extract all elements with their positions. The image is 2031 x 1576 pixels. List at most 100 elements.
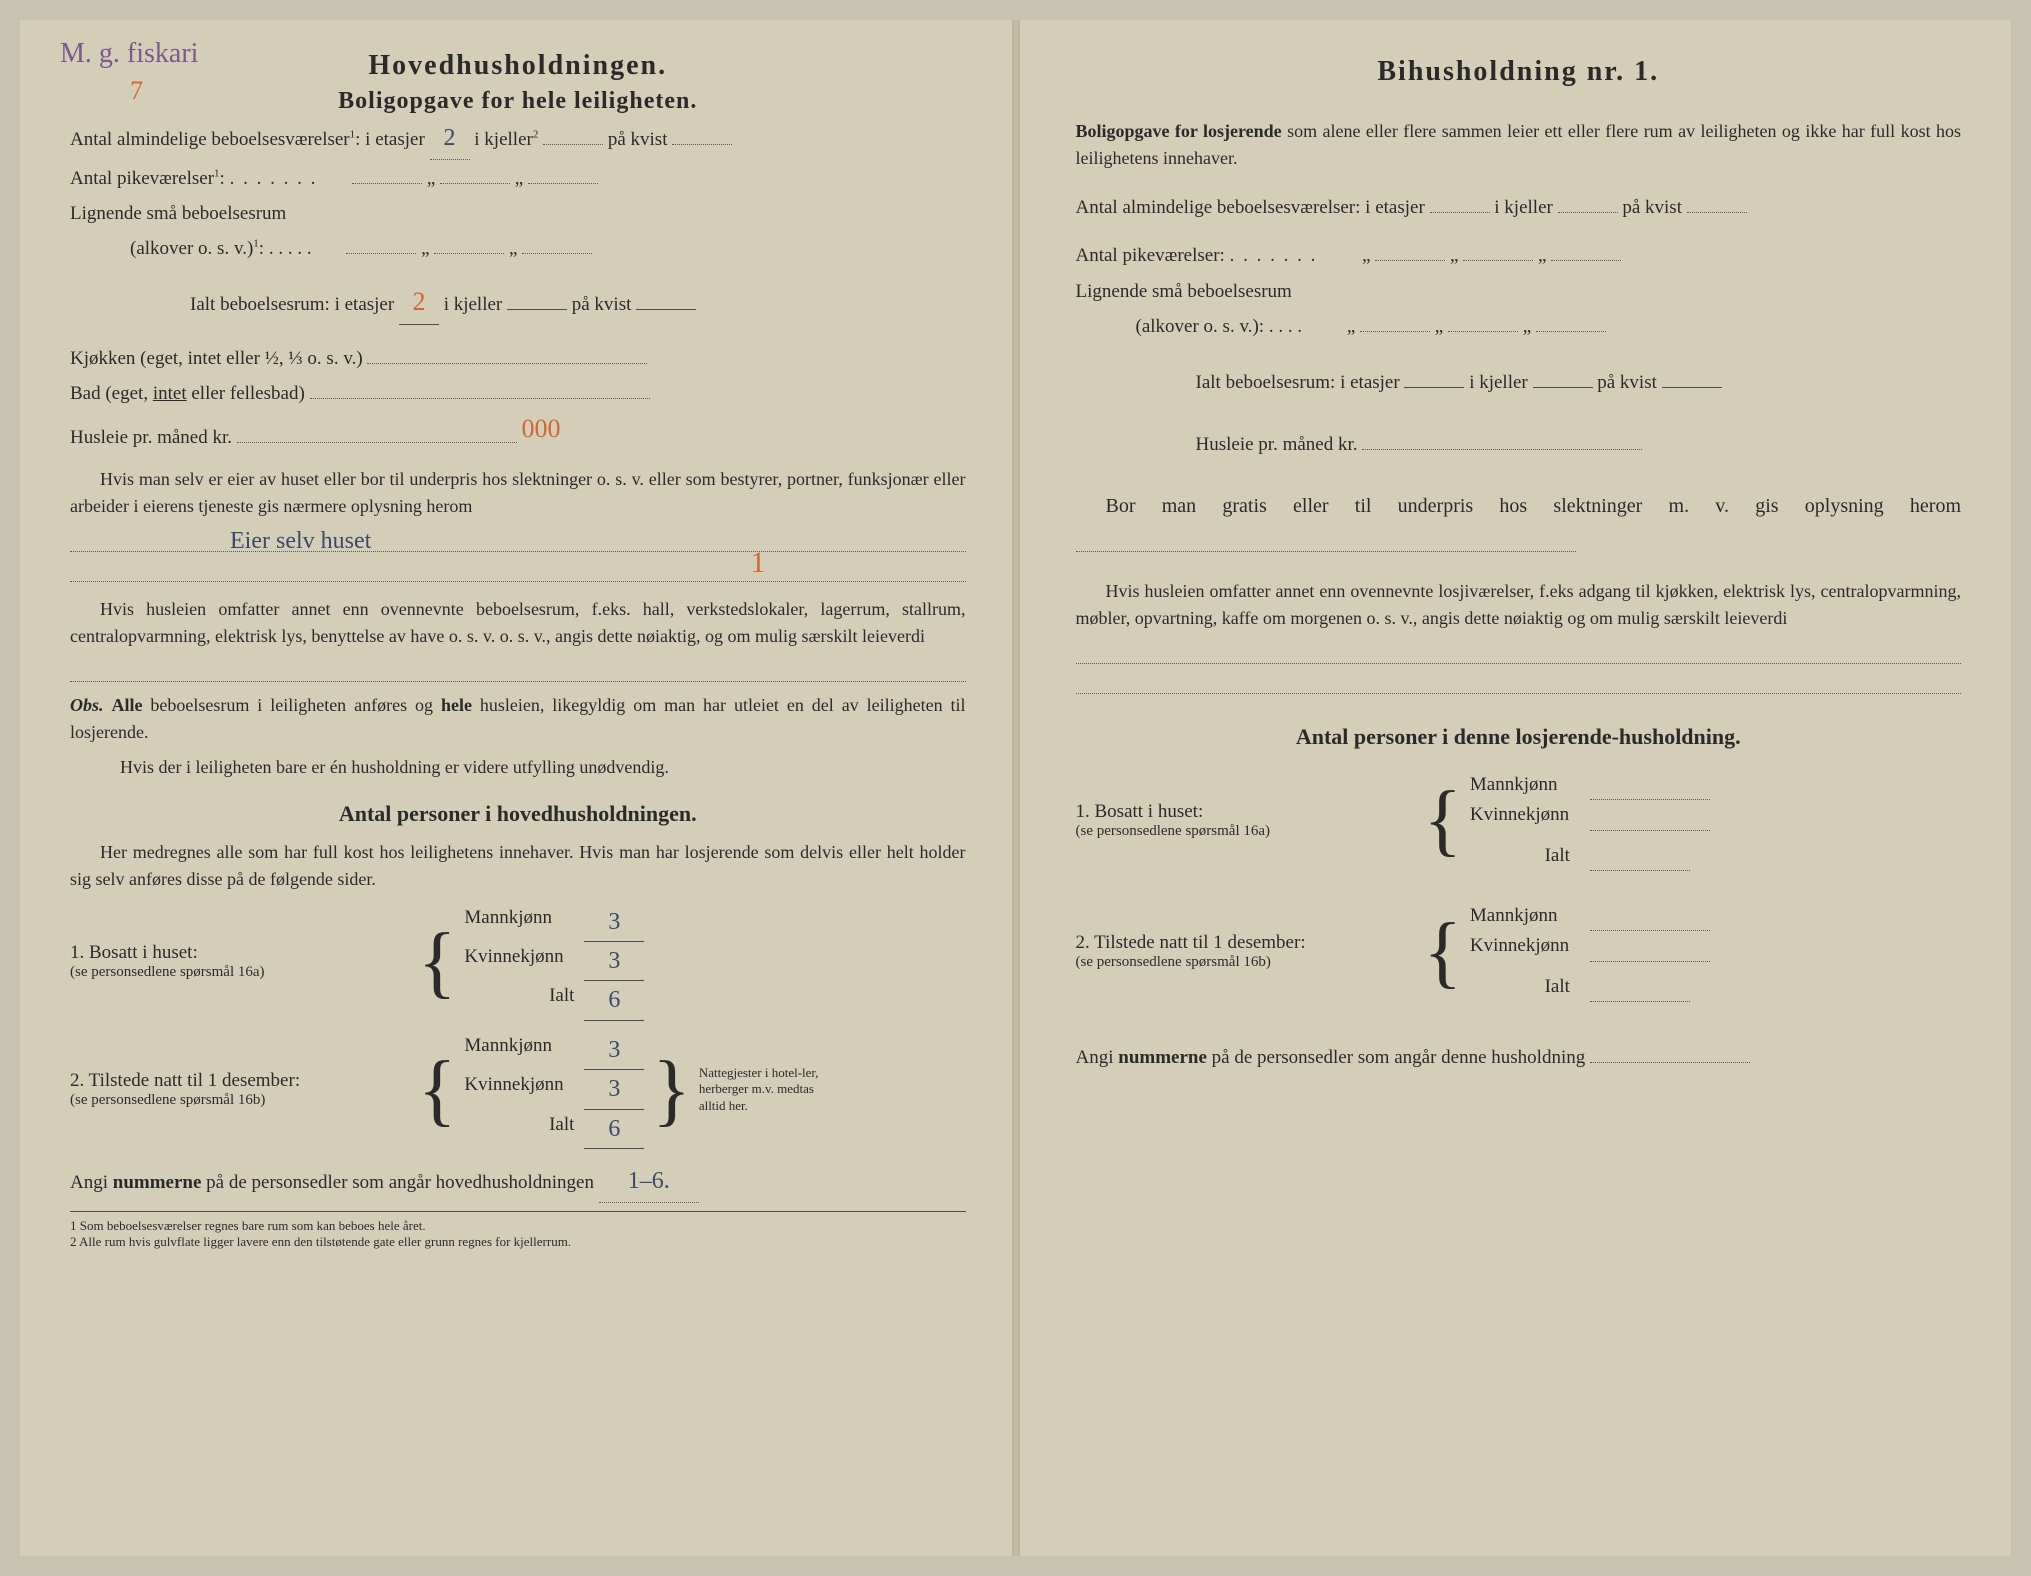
q1-mann-val: 3 — [584, 903, 644, 942]
eier-line2 — [70, 558, 966, 582]
q2-mann-label: Mannkjønn — [464, 1031, 584, 1070]
q1-ialt-label: Ialt — [464, 981, 584, 1020]
para-husleie-omfatter: Hvis husleien omfatter annet enn ovennev… — [70, 596, 966, 650]
hw-red-1: 1 — [751, 546, 766, 580]
r-blank-ie — [1404, 387, 1464, 388]
hw-ooo: 000 — [522, 414, 561, 443]
blank-husleie — [237, 442, 517, 443]
r-brace-l-1: { — [1424, 788, 1462, 852]
q1-ialt-val: 6 — [584, 981, 644, 1020]
title-main: Hovedhusholdningen. — [70, 50, 966, 82]
r-brace-l-2: { — [1424, 920, 1462, 984]
r-q1-mann: Mannkjønn — [1470, 770, 1590, 800]
eier-line1: Eier selv huset 1 — [70, 528, 966, 552]
line-rooms: Antal almindelige beboelsesværelser1: i … — [70, 118, 966, 160]
brace-l-1: { — [418, 930, 456, 994]
q2-label: 2. Tilstede natt til 1 desember: (se per… — [70, 1070, 410, 1109]
label-alkover: (alkover o. s. v.) — [130, 238, 253, 259]
fn1: 1 Som beboelsesværelser regnes bare rum … — [70, 1218, 966, 1234]
r-q1-block: 1. Bosatt i huset: (se personsedlene spø… — [1076, 770, 1962, 871]
red-mark-7: 7 — [130, 76, 143, 106]
r-p2-line1 — [1076, 640, 1962, 664]
page-left: M. g. fiskari 7 Hovedhusholdningen. Boli… — [20, 20, 1016, 1556]
q2-kvinne-label: Kvinnekjønn — [464, 1070, 584, 1109]
q1-kvinne-label: Kvinnekjønn — [464, 942, 584, 981]
blank-ialt-kv — [636, 309, 696, 310]
angi-line: Angi nummerne på de personsedler som ang… — [70, 1161, 966, 1203]
r-q1-kv — [1590, 800, 1710, 830]
r-q2-mv — [1590, 901, 1710, 931]
r-line-ialt: Ialt beboelsesrum: i etasjer i kjeller p… — [1196, 367, 1962, 399]
label-ialt-etasjer: i etasjer — [335, 294, 395, 315]
line-alkover: (alkover o. s. v.)1: . . . . . „ „ — [130, 233, 966, 265]
line-bad: Bad (eget, intet eller fellesbad) — [70, 378, 966, 410]
label-etasjer: i etasjer — [365, 129, 425, 150]
r-label-husleie: Husleie pr. måned kr. — [1196, 434, 1358, 455]
r-blank-iv — [1662, 387, 1722, 388]
r-q2-ialt: Ialt — [1470, 972, 1590, 1002]
r-q1-ialt: Ialt — [1470, 841, 1590, 871]
para-eier: Hvis man selv er eier av huset eller bor… — [70, 466, 966, 520]
r-label-alkover: (alkover o. s. v.): — [1136, 316, 1265, 337]
r-q2-mann: Mannkjønn — [1470, 901, 1590, 931]
r-line-pike: Antal pikeværelser: „ „ „ — [1076, 240, 1962, 272]
census-form: M. g. fiskari 7 Hovedhusholdningen. Boli… — [20, 20, 2011, 1556]
label-ialt-kvist: på kvist — [572, 294, 632, 315]
r-label-ialt-et: i etasjer — [1340, 372, 1400, 393]
r-q2-label: 2. Tilstede natt til 1 desember: (se per… — [1076, 932, 1416, 971]
obs-label: Obs. — [70, 695, 104, 715]
r-q1-iv — [1590, 841, 1690, 871]
r-para1: Bor man gratis eller til underpris hos s… — [1076, 486, 1962, 566]
r-para2: Hvis husleien omfatter annet enn ovennev… — [1076, 578, 1962, 632]
r-line-alkover: (alkover o. s. v.): . . . . „ „ „ — [1136, 311, 1962, 343]
r-blank-ik — [1533, 387, 1593, 388]
label-kjeller: i kjeller — [474, 129, 533, 150]
r-q1-text: 1. Bosatt i huset: — [1076, 801, 1416, 823]
q2-block: 2. Tilstede natt til 1 desember: (se per… — [70, 1031, 966, 1149]
q2-ialt-label: Ialt — [464, 1110, 584, 1149]
r-line-husleie: Husleie pr. måned kr. — [1196, 429, 1962, 461]
q2-ialt-val: 6 — [584, 1110, 644, 1149]
r-q1-label: 1. Bosatt i huset: (se personsedlene spø… — [1076, 801, 1416, 840]
r-p2-line2 — [1076, 670, 1962, 694]
brace-r-2: } — [652, 1058, 690, 1122]
label-ialt-kjeller: i kjeller — [444, 294, 503, 315]
label-rooms: Antal almindelige beboelsesværelser — [70, 129, 350, 150]
q2-text: 2. Tilstede natt til 1 desember: — [70, 1070, 410, 1092]
blank-pike-1 — [352, 183, 422, 184]
section-title: Antal personer i hovedhusholdningen. — [70, 801, 966, 827]
p2-line1 — [70, 658, 966, 682]
r-q2-sub: (se personsedlene spørsmål 16b) — [1076, 954, 1416, 971]
hw-eier: Eier selv huset — [230, 528, 371, 554]
r-blank-husleie — [1362, 449, 1642, 450]
blank-ialt-kj — [507, 309, 567, 310]
r-label-rooms: Antal almindelige beboelsesværelser: i e… — [1076, 197, 1425, 218]
q1-sub: (se personsedlene spørsmål 16a) — [70, 964, 410, 981]
r-p1-text: Bor man gratis eller til underpris hos s… — [1106, 495, 1962, 517]
r-q2-values: Mannkjønn Kvinnekjønn Ialt — [1470, 901, 1710, 1002]
r-q2-block: 2. Tilstede natt til 1 desember: (se per… — [1076, 901, 1962, 1002]
r-blank-p3 — [1551, 260, 1621, 261]
r-section-title: Antal personer i denne losjerende-hushol… — [1076, 724, 1962, 750]
blank-pike-2 — [440, 183, 510, 184]
obs-text2: Hvis der i leiligheten bare er én hushol… — [120, 754, 966, 781]
blank-kjokken — [367, 363, 647, 364]
blank-bad — [310, 398, 650, 399]
label-small: Lignende små beboelsesrum — [70, 203, 286, 224]
r-q1-sub: (se personsedlene spørsmål 16a) — [1076, 823, 1416, 840]
handwriting-top: M. g. fiskari — [60, 38, 198, 70]
r-p1-blank — [1076, 551, 1576, 552]
obs-block: Obs. Alle beboelsesrum i leiligheten anf… — [70, 692, 966, 746]
q2-mann-val: 3 — [584, 1031, 644, 1070]
q2-values: Mannkjønn3 Kvinnekjønn3 Ialt6 — [464, 1031, 644, 1149]
section-intro: Her medregnes alle som har full kost hos… — [70, 839, 966, 893]
r-label-small: Lignende små beboelsesrum — [1076, 281, 1292, 302]
value-ialt-etasjer: 2 — [399, 280, 439, 325]
r-sub-para: Boligopgave for losjerende som alene ell… — [1076, 118, 1962, 172]
r-q1-values: Mannkjønn Kvinnekjønn Ialt — [1470, 770, 1710, 871]
r-q2-kvinne: Kvinnekjønn — [1470, 931, 1590, 961]
label-pike: Antal pikeværelser — [70, 168, 214, 189]
side-note: Nattegjester i hotel-ler, herberger m.v.… — [699, 1065, 839, 1116]
q1-values: Mannkjønn3 Kvinnekjønn3 Ialt6 — [464, 903, 644, 1021]
r-q1-kvinne: Kvinnekjønn — [1470, 800, 1590, 830]
